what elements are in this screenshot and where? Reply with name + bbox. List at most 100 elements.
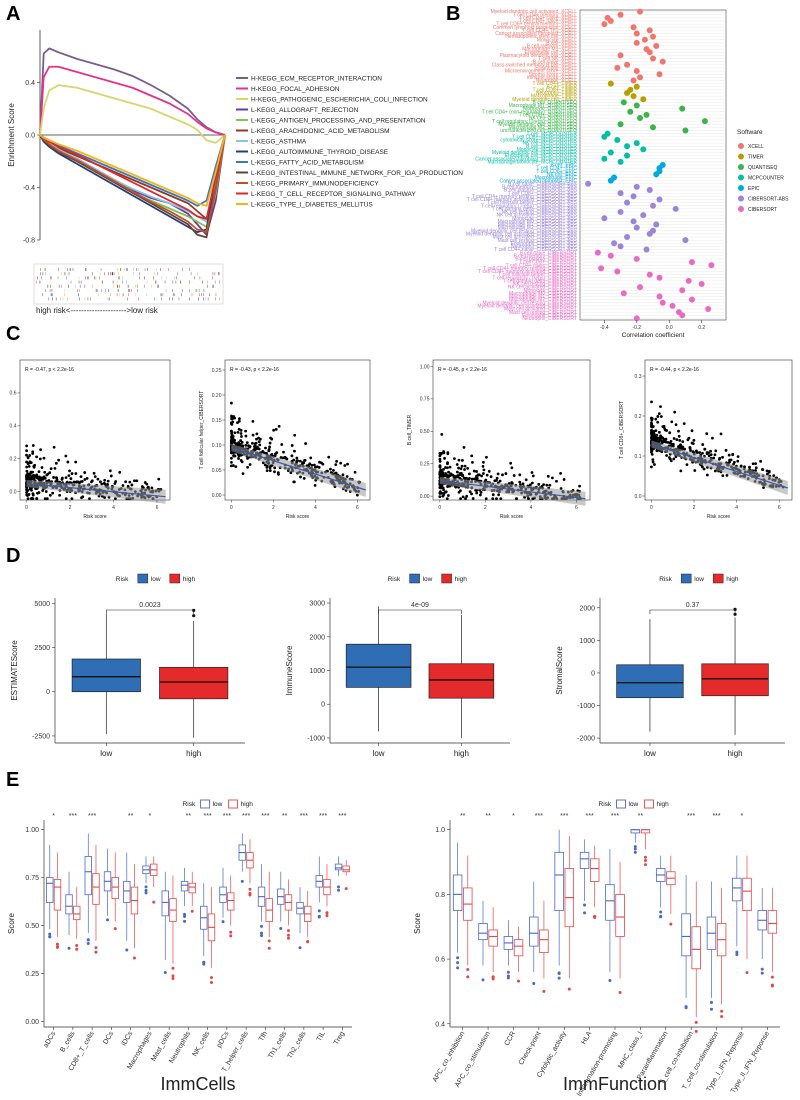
panel-b-point [685,277,692,284]
panel-c-xtick-label: 4 [314,505,317,511]
panel-c-point [49,467,53,471]
panel-c-point [38,476,42,480]
panel-c-point [466,466,470,470]
panel-d-ytick-label: 0 [321,702,325,709]
panel-c-point [438,465,442,468]
panel-b-row-label: T cell gamma delta_CIBERSORT [503,278,577,284]
panel-c-ylabel: T cell follicular helper_CIBERSORT [199,391,205,470]
panel-c-point [530,471,534,474]
panel-c-point [481,464,485,468]
panel-b-row-label: Monocyte_MCPCOUNTER [517,147,578,153]
panel-b-point [701,118,708,125]
panel-c-point [659,415,663,418]
panel-a-legend-label: L-KEGG_ASTHMA [251,139,307,146]
panel-b-xtick-label: -0.2 [632,325,641,331]
panel-b-point [659,299,666,306]
panel-c-point [491,493,495,497]
panel-e-outlier [94,946,98,950]
panel-c-point [713,469,717,473]
panel-c-point [25,469,29,473]
panel-c-xlabel: Risk score [707,514,731,520]
panel-c-point [240,460,244,464]
panel-e-outlier [593,914,597,918]
panel-b-row-label: B cell_XCELL [546,40,577,46]
panel-c-point [232,415,236,418]
panel-c-point [52,476,56,479]
panel-b-point [630,193,637,200]
panel-c-point [26,494,29,497]
panel-e-xtick-label: TIL [316,1030,327,1042]
panel-c-point [692,438,696,442]
panel-c-confidence-band [231,444,366,497]
panel-a-legend-label: L-KEGG_ANTIGEN_PROCESSING_AND_PRESENTATI… [251,118,426,125]
panel-b-point [646,49,653,56]
panel-d-box [71,658,141,693]
panel-c-point [694,449,698,453]
panel-c-ytick-label: 0.00 [212,493,222,499]
panel-b-row-label: T cell CD4+_TIMER [532,81,577,87]
panel-b-point [672,205,679,212]
panel-a-legend-label: H-KEGG_ECM_RECEPTOR_INTERACTION [251,76,382,83]
panel-e-box [334,863,343,871]
panel-c-point [705,473,709,477]
panel-c-point [713,453,717,457]
panel-c-point [521,482,525,486]
panel-c-fit-line [439,479,586,500]
panel-c-point [475,491,479,495]
panel-b-row-label: NK cell activated_CIBERSORT [508,285,577,291]
panel-c-point [501,473,504,477]
panel-d-ylabel: StromalScore [555,646,564,695]
panel-c-fit-line [651,443,788,489]
panel-c-xtick-label: 2 [272,505,275,511]
panel-c-point [650,432,654,436]
panel-e-ytick-label: 1.00 [25,827,39,834]
panel-b-point [688,296,695,303]
panel-b-row-label: Macrophage M2_CIBERSORT [509,297,577,303]
panel-c-point [293,433,297,437]
panel-b-row-label: Monocyte_CIBERSORT [523,288,577,294]
panel-e-outlier [260,924,264,928]
panel-c-point [446,494,450,497]
panel-c-point [510,481,514,484]
panel-c-point [449,473,453,477]
panel-c-point [51,491,55,495]
panel-b-point [617,52,624,59]
panel-c-point [244,429,248,433]
panel-c-point [528,483,532,487]
panel-e-ytick-label: 0.8 [435,892,445,899]
panel-c-point [562,478,566,481]
panel-d-ytick-label: 2500 [34,645,50,652]
panel-b-point [646,187,653,194]
panel-a-rug-box [33,263,224,305]
panel-d-pvalue: 0.37 [686,602,700,609]
panel-b-row-label: B cell_QUANTISEQ [533,100,578,106]
panel-c-point [98,480,102,484]
panel-b-row-label: Macrophage M1_CIBERSORT [509,294,577,300]
panel-e-significance: *** [300,813,308,820]
panel-c-point [462,446,466,449]
panel-e-ylabel: Score [413,913,422,934]
panel-c-point [688,446,692,450]
panel-e-outlier [618,991,622,995]
panel-c-point [545,483,549,487]
panel-b-point [617,121,624,128]
panel-e-outlier [760,971,764,975]
panel-b-row-label: T cell CD4+ naive_CIBERSORT-ABS [494,247,577,253]
panel-b-point [617,243,624,250]
panel-c-point [443,456,446,460]
panel-e-outlier [144,891,148,895]
panel-e-outlier [55,945,59,949]
panel-c-point [668,431,672,435]
panel-c-point [482,472,485,475]
panel-c-point [45,497,49,500]
panel-c-point [327,455,331,459]
panel-b-point [637,115,644,122]
panel-c-point [31,492,35,496]
panel-e-outlier [317,909,321,913]
panel-b-legend-label: CIBERSORT-ABS [748,197,789,203]
panel-b-row-label: T cell CD8+_QUANTISEQ [519,112,578,118]
panel-a-series-line [39,134,226,239]
panel-c-point [468,472,471,476]
panel-c-ylabel: T cell CD8+_CIBERSORT [619,401,625,459]
panel-c-xtick-label: 4 [529,505,532,511]
